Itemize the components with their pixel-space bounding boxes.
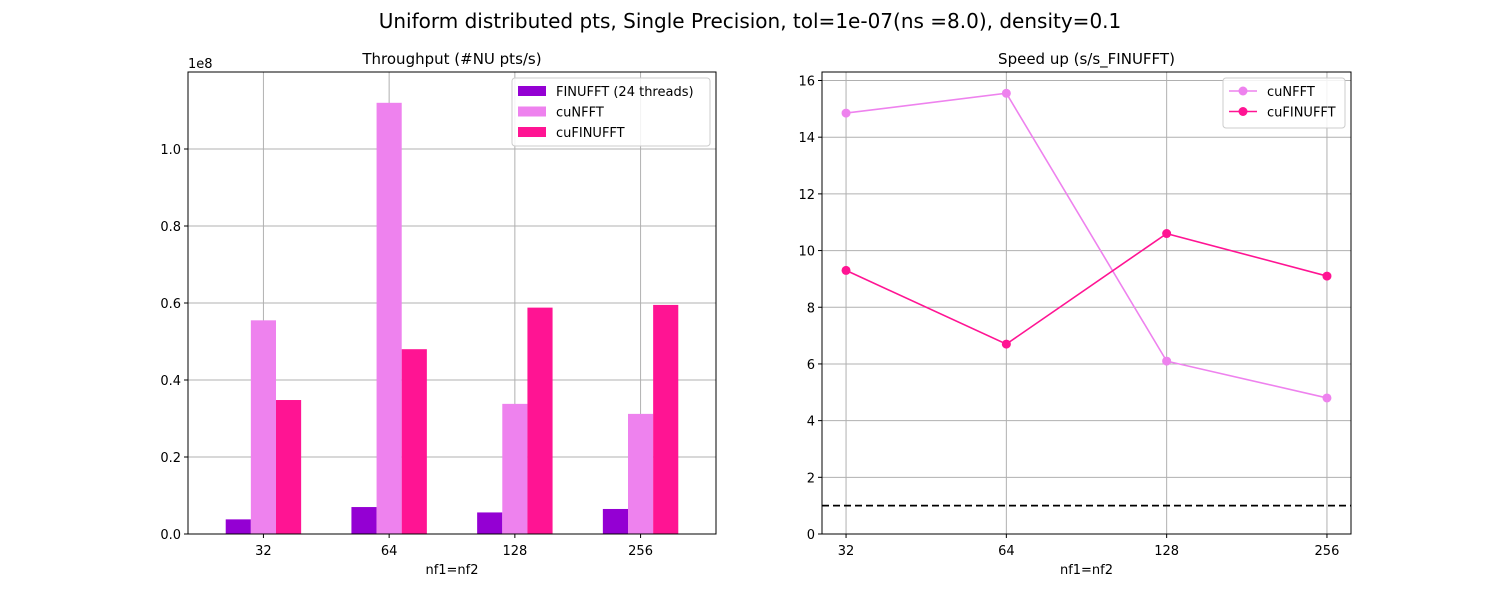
- legend-label: FINUFFT (24 threads): [556, 85, 694, 100]
- y-tick-label: 0: [807, 528, 815, 543]
- legend-label: cuNFFT: [1267, 85, 1315, 100]
- bar-cufinufft-128: [527, 307, 553, 534]
- y-tick-label: 10: [798, 245, 815, 260]
- y-tick-label: 0.8: [160, 220, 181, 235]
- y-tick-label: 2: [807, 471, 815, 486]
- series-line-cufinufft: [845, 232, 1328, 346]
- bar-cunfft-256: [628, 413, 654, 534]
- x-tick-label: 128: [502, 544, 527, 559]
- y-tick-label: 12: [798, 188, 815, 203]
- point-cunfft-64: [1001, 88, 1011, 98]
- legend-swatch: [518, 106, 546, 117]
- y-tick-label: 6: [807, 358, 815, 373]
- bar-cufinufft-32: [276, 400, 302, 534]
- point-cunfft-32: [841, 108, 851, 118]
- y-tick-label: 8: [807, 301, 815, 316]
- x-tick-label: 256: [628, 544, 653, 559]
- legend-swatch: [518, 127, 546, 137]
- x-axis-label: nf1=nf2: [1060, 563, 1113, 578]
- legend-label: cuFINUFFT: [556, 126, 625, 141]
- chart-title: Speed up (s/s_FINUFFT): [998, 50, 1175, 69]
- legend-swatch: [518, 86, 546, 96]
- legend-label: cuNFFT: [556, 106, 604, 121]
- axes-frame: [821, 71, 1352, 535]
- x-tick-label: 256: [1315, 544, 1340, 559]
- point-cunfft-256: [1322, 393, 1332, 403]
- x-tick-label: 32: [838, 544, 855, 559]
- point-cunfft-128: [1162, 356, 1172, 366]
- speedup-line-chart: 0 2 4 6 8 10 12 14 16 32 64 128 256 Speed up (s/s_FIN…: [798, 50, 1352, 578]
- x-tick-label: 64: [381, 544, 398, 559]
- y-tick-label: 14: [798, 131, 815, 146]
- bar-cufinufft-64: [401, 349, 427, 534]
- legend-marker: [1238, 107, 1248, 116]
- throughput-bar-chart: 0.0 0.2 0.4 0.6 0.8 1.0 32 64 128 256 Throughput (…: [160, 50, 717, 578]
- y-axis-scale-label: 1e8: [188, 57, 213, 72]
- y-tick-label: 0.6: [160, 297, 181, 312]
- point-cufinufft-32: [841, 265, 851, 275]
- y-tick-label: 0.0: [160, 528, 181, 543]
- bar-cunfft-64: [376, 102, 402, 535]
- bar-cufinufft-256: [653, 304, 679, 534]
- bar-finufft-24-threads-256: [602, 508, 628, 534]
- y-tick-label: 4: [807, 415, 815, 430]
- legend-marker: [1238, 86, 1248, 96]
- x-tick-label: 64: [998, 544, 1015, 559]
- x-tick-label: 128: [1154, 544, 1179, 559]
- bar-cunfft-32: [250, 320, 276, 534]
- y-tick-label: 16: [798, 75, 815, 90]
- bar-cunfft-128: [502, 403, 528, 534]
- y-tick-label: 1.0: [160, 143, 181, 158]
- legend-box: [511, 77, 711, 147]
- point-cufinufft-128: [1162, 229, 1172, 239]
- x-axis-label: nf1=nf2: [425, 563, 478, 578]
- point-cufinufft-256: [1322, 271, 1332, 281]
- legend: FINUFFT (24 threads) cuNFFT cuFINUFFT: [511, 77, 711, 147]
- bar-finufft-24-threads-32: [225, 519, 251, 534]
- point-cufinufft-64: [1001, 339, 1011, 349]
- legend: cuNFFT cuFINUFFT: [1222, 77, 1346, 129]
- y-tick-label: 0.4: [160, 374, 181, 389]
- x-tick-label: 32: [255, 544, 272, 559]
- y-tick-label: 0.2: [160, 451, 181, 466]
- bar-finufft-24-threads-64: [351, 507, 377, 534]
- legend-label: cuFINUFFT: [1267, 106, 1336, 121]
- figure-suptitle: Uniform distributed pts, Single Precisio…: [379, 9, 1122, 33]
- chart-title: Throughput (#NU pts/s): [361, 50, 541, 68]
- series-line-cunfft: [845, 92, 1328, 399]
- bar-finufft-24-threads-128: [477, 512, 503, 534]
